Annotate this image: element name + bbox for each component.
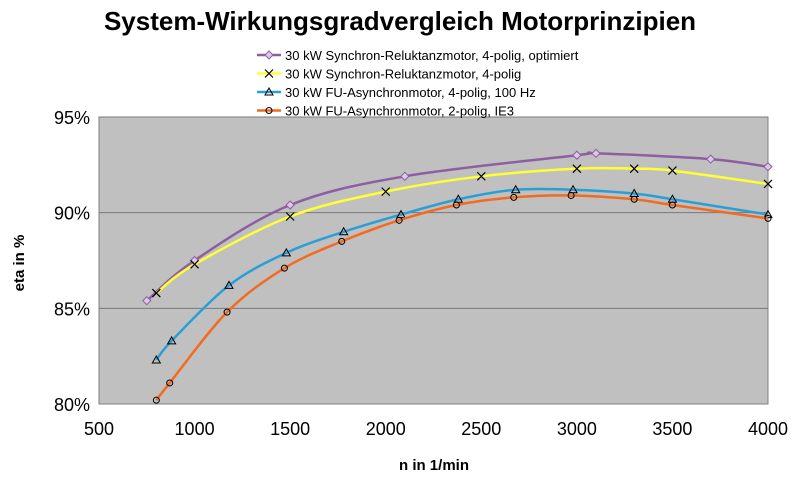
- gridlines: [99, 116, 768, 309]
- data-point-series-3: [510, 184, 521, 194]
- data-point-series-2: [476, 171, 486, 181]
- data-point-series-3: [338, 226, 349, 236]
- legend-marker: [265, 107, 273, 114]
- data-point-series-4: [166, 379, 174, 387]
- legend-label: 30 kW Synchron-Reluktanzmotor, 4-polig: [285, 67, 521, 82]
- data-point-series-1: [400, 171, 410, 182]
- data-point-series-3: [224, 280, 234, 289]
- data-point-series-4: [452, 201, 460, 209]
- legend-marker: [264, 69, 274, 78]
- x-tick-label: 3500: [652, 419, 692, 439]
- series-line-4: [155, 194, 769, 401]
- x-axis-title: n in 1/min: [399, 457, 469, 474]
- data-point-series-2: [763, 179, 773, 189]
- data-point-series-2: [285, 212, 295, 221]
- y-tick-label: 90%: [54, 204, 90, 224]
- data-point-series-2: [381, 187, 391, 197]
- legend-label: 30 kW FU-Asynchronmotor, 2-polig, IE3: [285, 104, 514, 119]
- data-point-series-4: [395, 216, 403, 224]
- data-point-series-4: [223, 308, 231, 316]
- chart-title: System-Wirkungsgradvergleich Motorprinzi…: [103, 6, 697, 36]
- data-point-series-2: [151, 288, 161, 298]
- data-point-series-2: [190, 259, 199, 269]
- tick-labels: 500 1000 1500 2000 2500 3000 3500 4000 80% 85% 90%…: [54, 108, 788, 439]
- data-point-series-4: [668, 201, 676, 209]
- data-point-series-2: [629, 164, 639, 174]
- data-point-series-4: [764, 214, 772, 222]
- series-line-1: [145, 151, 769, 302]
- y-tick-label: 80%: [54, 395, 90, 415]
- data-point-series-2: [668, 166, 677, 175]
- legend-label: 30 kW Synchron-Reluktanzmotor, 4-polig, …: [285, 48, 579, 63]
- data-point-series-3: [281, 247, 292, 257]
- data-point-series-1: [705, 154, 716, 164]
- data-point-series-4: [567, 191, 575, 199]
- plot-area: [98, 116, 769, 405]
- data-point-series-1: [142, 295, 152, 306]
- x-tick-label: 2000: [366, 419, 406, 439]
- x-tick-label: 500: [84, 419, 114, 439]
- data-point-series-1: [763, 162, 773, 172]
- x-tick-label: 1000: [175, 419, 215, 439]
- x-tick-label: 3000: [557, 419, 597, 439]
- data-point-series-1: [591, 148, 601, 159]
- y-tick-label: 95%: [54, 108, 90, 128]
- legend: 30 kW Synchron-Reluktanzmotor, 4-polig, …: [257, 48, 579, 119]
- data-point-series-2: [572, 164, 582, 174]
- data-point-series-4: [152, 396, 160, 404]
- x-tick-label: 1500: [270, 419, 310, 439]
- data-point-series-4: [338, 237, 346, 245]
- legend-marker: [264, 86, 274, 96]
- series-layer: [142, 148, 773, 404]
- y-axis-title: eta in %: [11, 235, 28, 292]
- x-tick-label: 4000: [748, 419, 788, 439]
- data-point-series-4: [510, 193, 518, 201]
- data-point-series-1: [572, 150, 582, 160]
- legend-label: 30 kW FU-Asynchronmotor, 4-polig, 100 Hz: [285, 85, 536, 100]
- x-tick-label: 2500: [461, 419, 501, 439]
- data-point-series-1: [285, 200, 295, 210]
- data-point-series-4: [280, 264, 288, 272]
- legend-marker: [264, 50, 274, 60]
- data-point-series-3: [151, 354, 162, 364]
- data-point-series-4: [630, 195, 638, 203]
- series-line-2: [155, 166, 769, 295]
- y-tick-label: 85%: [54, 299, 90, 319]
- data-point-series-3: [166, 335, 177, 345]
- series-line-3: [155, 187, 769, 361]
